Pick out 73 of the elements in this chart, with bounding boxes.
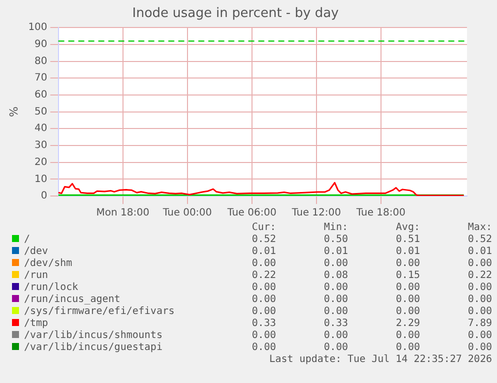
y-tick-label: 50 (34, 106, 48, 118)
text: 0.00 (394, 330, 420, 342)
legend-label: /dev (24, 246, 48, 257)
text: 0.00 (466, 294, 492, 306)
text: 0.00 (466, 258, 492, 270)
text: 0.00 (250, 258, 276, 270)
text: 0.00 (394, 306, 420, 318)
chart-title: Inode usage in percent - by day (132, 6, 340, 22)
y-tick-label: 60 (34, 90, 48, 101)
text: Min: (322, 222, 348, 234)
y-tick-label: 10 (34, 174, 48, 185)
text: 0.00 (322, 282, 348, 294)
text: 0.00 (394, 294, 420, 306)
text: 0.00 (466, 330, 492, 342)
text: 0.00 (250, 282, 276, 294)
x-tick-label: Tue 06:00 (226, 208, 276, 219)
text: 0.00 (322, 306, 348, 318)
text: 0.00 (394, 258, 420, 270)
y-tick-label: 30 (34, 140, 48, 152)
y-tick-label: 100 (28, 22, 48, 34)
text: 0.00 (250, 306, 276, 318)
text: 2.29 (394, 318, 420, 330)
text: 0.00 (394, 282, 420, 294)
y-tick-label: 70 (34, 72, 48, 84)
text: 0.08 (322, 270, 348, 282)
text: 0.22 (466, 270, 492, 282)
y-axis-title: % (7, 106, 20, 118)
text: 0.00 (466, 306, 492, 318)
text: 0.22 (250, 270, 276, 282)
text: 0.01 (322, 246, 348, 258)
text: Max: (466, 222, 492, 234)
y-tick-label: 40 (34, 123, 48, 134)
x-tick-label: Tue 00:00 (162, 208, 212, 219)
text: 0.50 (322, 234, 348, 246)
text: 0.51 (394, 234, 420, 246)
text: 0.00 (250, 330, 276, 342)
legend-label: /run/incus_agent (24, 294, 120, 305)
legend-label: /tmp (24, 318, 48, 329)
x-tick-label: Tue 12:00 (290, 208, 341, 219)
text: 0.00 (322, 258, 348, 270)
text: Last update: Tue Jul 14 22:35:27 2026 (268, 354, 492, 366)
text: 0.52 (466, 234, 492, 246)
text: 0.01 (250, 246, 276, 258)
text: 0.33 (322, 318, 348, 330)
text: Avg: (394, 222, 420, 234)
text: 0.01 (466, 246, 492, 258)
legend-label: /sys/firmware/efi/efivars (24, 306, 175, 317)
text: 0.00 (250, 342, 276, 354)
text: 0.00 (394, 342, 420, 354)
text: 0.00 (322, 342, 348, 354)
legend-label: / (24, 234, 30, 245)
legend-label: /var/lib/incus/guestapi (24, 342, 162, 353)
legend-label: /dev/shm (24, 258, 72, 269)
text: 7.89 (466, 318, 492, 330)
text: 0.00 (250, 294, 276, 306)
legend-label: /var/lib/incus/shmounts (24, 330, 162, 341)
text: 0.00 (466, 282, 492, 294)
text: 0.33 (250, 318, 276, 330)
legend-label: /run (24, 270, 48, 281)
x-tick-label: Tue 18:00 (355, 208, 406, 219)
text: 0.00 (322, 330, 348, 342)
text: Cur: (250, 222, 276, 234)
y-tick-label: 0 (40, 190, 48, 202)
x-tick-label: Mon 18:00 (96, 208, 150, 219)
text: 0.00 (466, 342, 492, 354)
y-tick-label: 20 (34, 156, 48, 168)
text: 0.01 (394, 246, 420, 258)
text: 0.15 (394, 270, 420, 282)
text: 0.00 (322, 294, 348, 306)
y-tick-label: 80 (34, 56, 48, 67)
legend-label: /run/lock (24, 282, 78, 293)
text: 0.52 (250, 234, 276, 246)
y-tick-label: 90 (34, 39, 48, 50)
